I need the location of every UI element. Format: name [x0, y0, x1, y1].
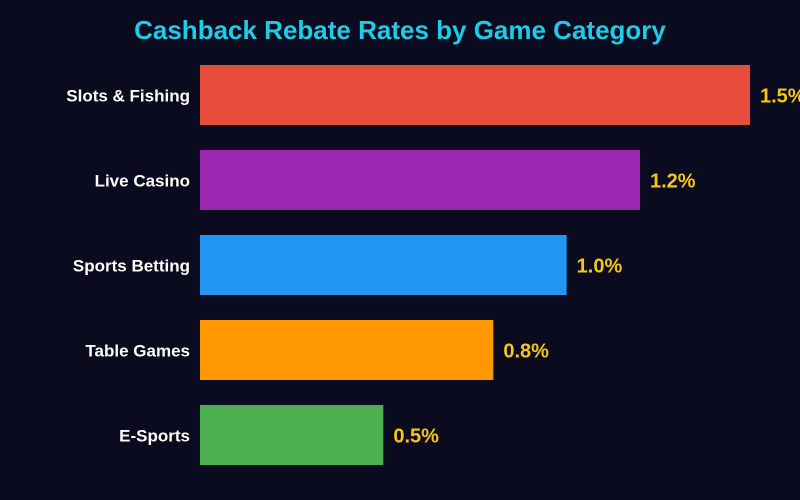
category-label: Table Games [85, 341, 190, 360]
category-label: Slots & Fishing [66, 86, 190, 105]
value-label: 0.5% [393, 425, 439, 447]
value-label: 1.5% [760, 85, 800, 107]
bar [200, 405, 384, 465]
category-label: Live Casino [95, 171, 190, 190]
bar [200, 235, 567, 295]
category-label: E-Sports [119, 426, 190, 445]
bar [200, 320, 494, 380]
chart-title: Cashback Rebate Rates by Game Category [134, 15, 666, 45]
value-label: 1.2% [650, 170, 696, 192]
bar [200, 150, 640, 210]
value-label: 0.8% [503, 340, 549, 362]
category-label: Sports Betting [73, 256, 190, 275]
value-label: 1.0% [577, 255, 623, 277]
bar [200, 65, 750, 125]
